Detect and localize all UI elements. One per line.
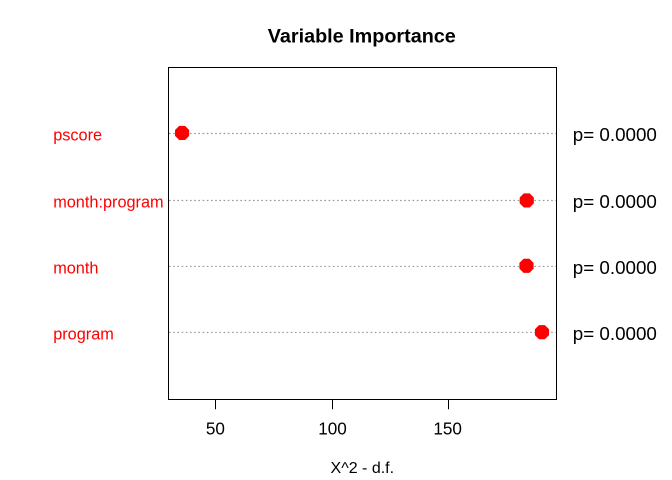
svg-text:pscore: pscore: [53, 127, 102, 145]
svg-text:X^2 - d.f.: X^2 - d.f.: [331, 460, 395, 477]
svg-text:p= 0.0000: p= 0.0000: [573, 191, 657, 212]
svg-text:p= 0.0000: p= 0.0000: [573, 124, 657, 145]
svg-text:p= 0.0000: p= 0.0000: [573, 323, 657, 344]
svg-text:100: 100: [318, 420, 347, 439]
svg-text:150: 150: [433, 420, 462, 439]
svg-text:program: program: [53, 326, 114, 344]
svg-text:month:program: month:program: [53, 193, 163, 211]
svg-text:month: month: [53, 259, 98, 277]
svg-text:Variable Importance: Variable Importance: [268, 26, 456, 48]
svg-text:50: 50: [206, 420, 225, 439]
svg-text:p= 0.0000: p= 0.0000: [573, 257, 657, 278]
